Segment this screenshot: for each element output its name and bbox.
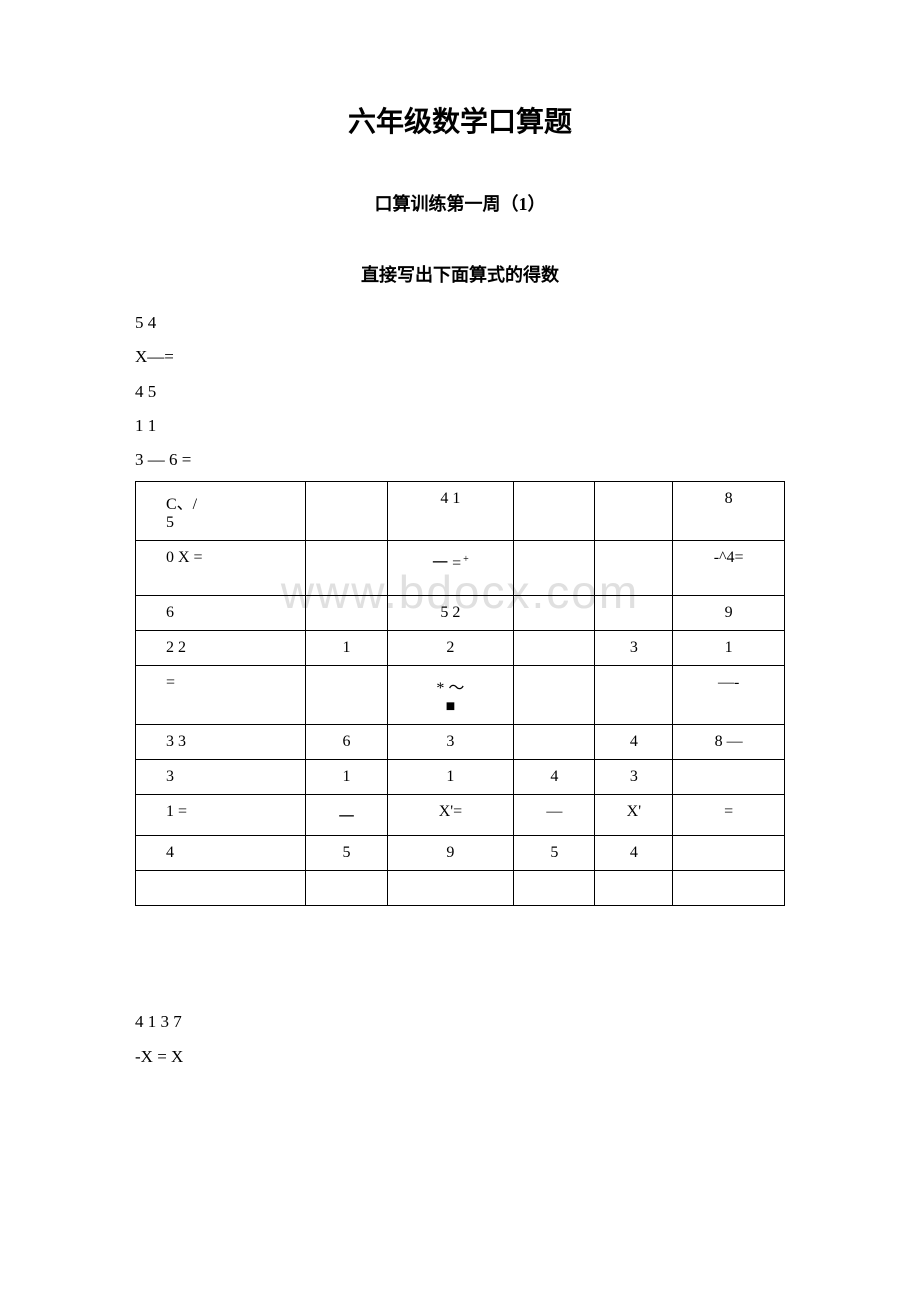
- table-cell: [673, 836, 785, 871]
- text-line: 4 1 3 7: [135, 1006, 785, 1038]
- text-line: 5 4: [135, 307, 785, 339]
- table-cell: [673, 760, 785, 795]
- text-line: 1 1: [135, 410, 785, 442]
- table-cell: 4: [136, 836, 306, 871]
- table-cell: [595, 482, 673, 541]
- table-cell: 一 =+: [387, 541, 514, 596]
- table-cell: [306, 482, 387, 541]
- table-cell: [514, 871, 595, 906]
- table-cell: 9: [387, 836, 514, 871]
- table-cell: [514, 725, 595, 760]
- table-row: 3 3 6 3 4 8 —: [136, 725, 785, 760]
- table-cell: [673, 871, 785, 906]
- table-row: 2 2 1 2 3 1: [136, 631, 785, 666]
- table-cell: [514, 482, 595, 541]
- table-cell: [514, 631, 595, 666]
- pre-table-text: 5 4 X—= 4 5 1 1 3 — 6 =: [135, 307, 785, 476]
- text-line: 3 — 6 =: [135, 444, 785, 476]
- table-cell: 1: [673, 631, 785, 666]
- text-line: -X = X: [135, 1041, 785, 1073]
- table-cell: 0 X =: [136, 541, 306, 596]
- table-cell: [306, 666, 387, 725]
- text-line: 4 5: [135, 376, 785, 408]
- table-cell: 5: [514, 836, 595, 871]
- table-row: [136, 871, 785, 906]
- table-cell: 4 1: [387, 482, 514, 541]
- table-cell: -^4=: [673, 541, 785, 596]
- table-cell: 3: [387, 725, 514, 760]
- table-cell: 3 3: [136, 725, 306, 760]
- table-cell: 8 —: [673, 725, 785, 760]
- table-row: 3 1 1 4 3: [136, 760, 785, 795]
- table-cell: 4: [514, 760, 595, 795]
- instruction-text: 直接写出下面算式的得数: [135, 261, 785, 287]
- table-cell: 1: [387, 760, 514, 795]
- table-cell: [514, 596, 595, 631]
- table-cell: 8: [673, 482, 785, 541]
- table-cell: [306, 596, 387, 631]
- math-table: C、/ 5 4 1 8 0 X = 一 =+ -^4= 6 5 2 9 2 2 …: [135, 481, 785, 906]
- table-cell: 4: [595, 836, 673, 871]
- table-cell: 6: [306, 725, 387, 760]
- table-cell: 1: [306, 760, 387, 795]
- table-cell: [387, 871, 514, 906]
- table-cell: 3: [136, 760, 306, 795]
- table-row: 1 = 一 X'= — X' =: [136, 795, 785, 836]
- table-cell: —-: [673, 666, 785, 725]
- table-cell: C、/ 5: [136, 482, 306, 541]
- table-cell: 4: [595, 725, 673, 760]
- table-cell: 2 2: [136, 631, 306, 666]
- text-line: X—=: [135, 341, 785, 373]
- post-table-text: 4 1 3 7 -X = X: [135, 1006, 785, 1073]
- table-cell: [595, 596, 673, 631]
- table-row: = * ～ ■ —-: [136, 666, 785, 725]
- table-cell: 1: [306, 631, 387, 666]
- page-subtitle: 口算训练第一周（1）: [135, 190, 785, 216]
- table-cell: [595, 871, 673, 906]
- page-title: 六年级数学口算题: [135, 100, 785, 140]
- table-cell: 6: [136, 596, 306, 631]
- table-cell: X': [595, 795, 673, 836]
- table-cell: =: [673, 795, 785, 836]
- table-cell: [595, 541, 673, 596]
- table-cell: 9: [673, 596, 785, 631]
- page-content: 六年级数学口算题 口算训练第一周（1） 直接写出下面算式的得数 5 4 X—= …: [135, 100, 785, 1073]
- table-cell: 2: [387, 631, 514, 666]
- table-cell: [136, 871, 306, 906]
- table-row: 6 5 2 9: [136, 596, 785, 631]
- table-cell: * ～ ■: [387, 666, 514, 725]
- table-cell: [514, 666, 595, 725]
- table-cell: 5: [306, 836, 387, 871]
- table-cell: [595, 666, 673, 725]
- table-row: 0 X = 一 =+ -^4=: [136, 541, 785, 596]
- table-cell: [306, 871, 387, 906]
- table-cell: 3: [595, 760, 673, 795]
- table-row: 4 5 9 5 4: [136, 836, 785, 871]
- table-cell: [306, 541, 387, 596]
- table-cell: 3: [595, 631, 673, 666]
- table-cell: [514, 541, 595, 596]
- table-cell: =: [136, 666, 306, 725]
- table-cell: X'=: [387, 795, 514, 836]
- table-cell: 1 =: [136, 795, 306, 836]
- table-row: C、/ 5 4 1 8: [136, 482, 785, 541]
- table-cell: —: [514, 795, 595, 836]
- table-cell: 5 2: [387, 596, 514, 631]
- table-cell: 一: [306, 795, 387, 836]
